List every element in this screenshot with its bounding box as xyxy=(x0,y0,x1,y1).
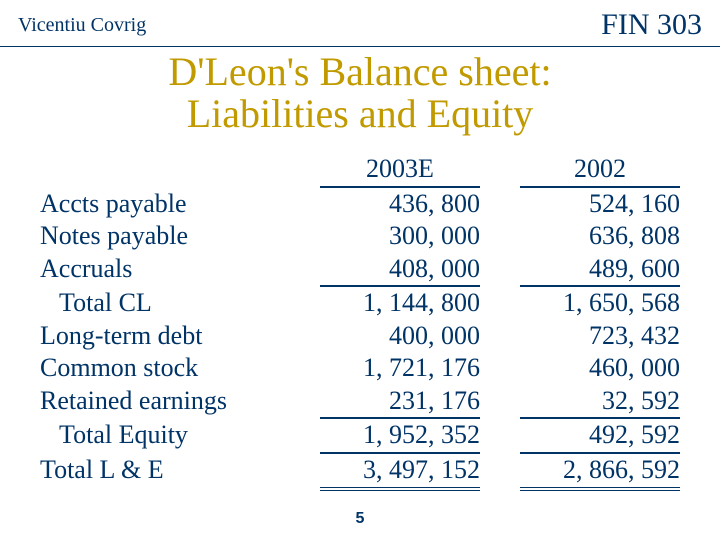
table-row-subtotal: Total CL 1, 144, 800 1, 650, 568 xyxy=(40,287,680,320)
row-label: Notes payable xyxy=(40,220,320,253)
table-row: Common stock 1, 721, 176 460, 000 xyxy=(40,352,680,385)
cell: 723, 432 xyxy=(520,320,680,353)
slide-title: D'Leon's Balance sheet: Liabilities and … xyxy=(0,51,720,135)
row-label: Total CL xyxy=(40,287,320,320)
table-row-total: Total L & E 3, 497, 152 2, 866, 592 xyxy=(40,454,680,492)
row-label: Accts payable xyxy=(40,188,320,221)
row-label: Retained earnings xyxy=(40,385,320,420)
table-row: Notes payable 300, 000 636, 808 xyxy=(40,220,680,253)
cell: 32, 592 xyxy=(520,385,680,420)
cell: 1, 952, 352 xyxy=(320,419,480,454)
cell: 489, 600 xyxy=(520,253,680,288)
slide-header: Vicentiu Covrig FIN 303 xyxy=(0,0,720,46)
course-code: FIN 303 xyxy=(601,8,702,42)
col-header-1: 2003E xyxy=(320,153,480,188)
cell: 1, 144, 800 xyxy=(320,287,480,320)
cell: 1, 721, 176 xyxy=(320,352,480,385)
page-number: 5 xyxy=(0,510,720,528)
cell: 436, 800 xyxy=(320,188,480,221)
row-label: Total Equity xyxy=(40,419,320,454)
cell: 400, 000 xyxy=(320,320,480,353)
cell: 492, 592 xyxy=(520,419,680,454)
header-divider xyxy=(0,46,720,47)
table-row: Long-term debt 400, 000 723, 432 xyxy=(40,320,680,353)
cell: 460, 000 xyxy=(520,352,680,385)
row-label: Long-term debt xyxy=(40,320,320,353)
author-name: Vicentiu Covrig xyxy=(18,14,146,37)
table-row: Accruals 408, 000 489, 600 xyxy=(40,253,680,288)
cell: 524, 160 xyxy=(520,188,680,221)
table-row-subtotal: Total Equity 1, 952, 352 492, 592 xyxy=(40,419,680,454)
balance-sheet-table: 2003E 2002 Accts payable 436, 800 524, 1… xyxy=(40,153,680,491)
header-blank xyxy=(40,153,320,188)
title-line-2: Liabilities and Equity xyxy=(0,93,720,135)
cell: 2, 866, 592 xyxy=(520,454,680,492)
table-row: Accts payable 436, 800 524, 160 xyxy=(40,188,680,221)
cell: 300, 000 xyxy=(320,220,480,253)
title-line-1: D'Leon's Balance sheet: xyxy=(0,51,720,93)
row-label: Total L & E xyxy=(40,454,320,492)
cell: 3, 497, 152 xyxy=(320,454,480,492)
table-row: Retained earnings 231, 176 32, 592 xyxy=(40,385,680,420)
cell: 636, 808 xyxy=(520,220,680,253)
col-header-2: 2002 xyxy=(520,153,680,188)
cell: 231, 176 xyxy=(320,385,480,420)
row-label: Common stock xyxy=(40,352,320,385)
row-label: Accruals xyxy=(40,253,320,288)
cell: 1, 650, 568 xyxy=(520,287,680,320)
cell: 408, 000 xyxy=(320,253,480,288)
table-header-row: 2003E 2002 xyxy=(40,153,680,188)
